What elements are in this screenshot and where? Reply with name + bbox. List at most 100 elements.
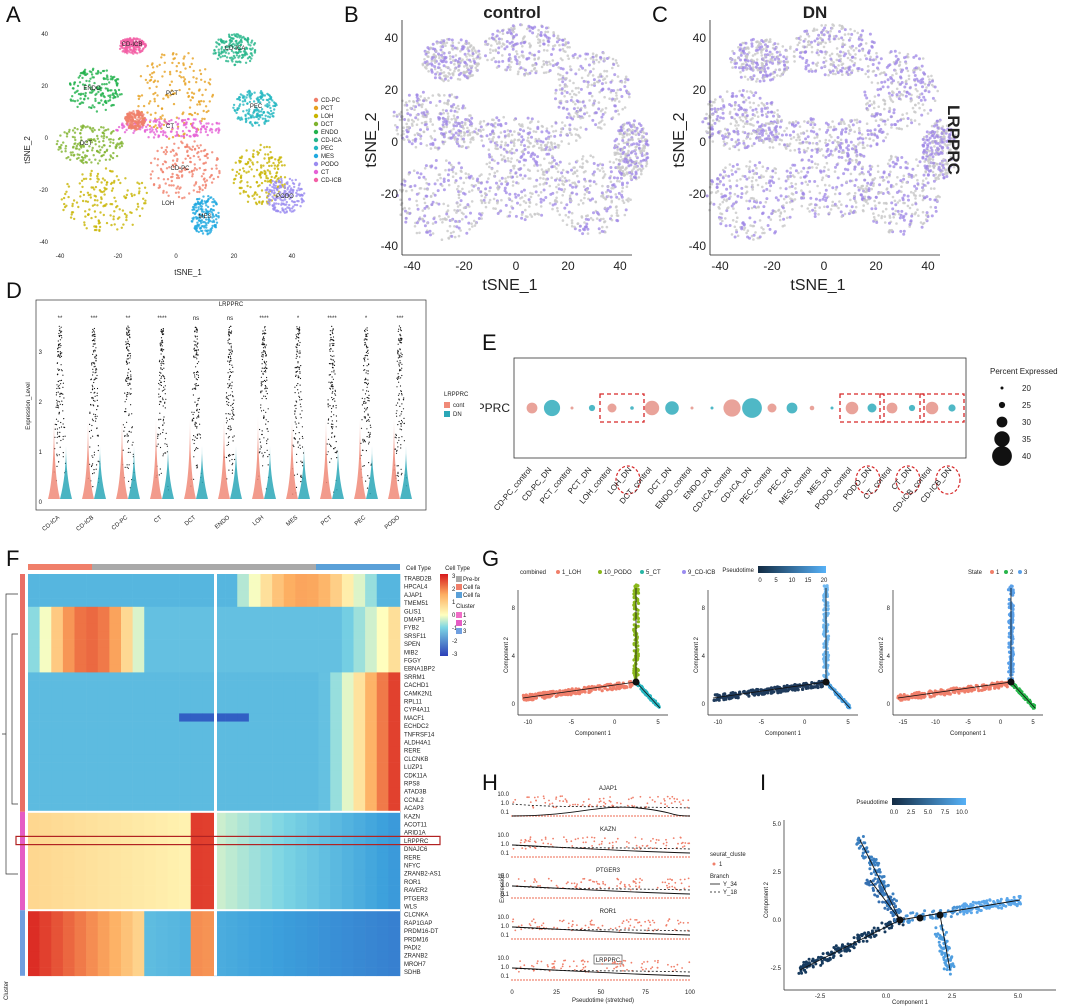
cell-point	[739, 65, 743, 69]
tsne-point	[231, 168, 234, 171]
tsne-point	[240, 155, 244, 158]
cell-point	[405, 211, 409, 215]
cell-point	[443, 217, 447, 220]
cell-point	[507, 159, 510, 163]
tsne-point	[182, 119, 185, 122]
cell-point	[559, 130, 563, 134]
cluster-label: MES	[198, 214, 211, 220]
cell-point	[592, 62, 596, 65]
tsne-point	[78, 81, 82, 84]
tsne-point	[172, 102, 176, 106]
cell-point	[746, 78, 750, 81]
tsne-point	[192, 154, 196, 158]
cell-point	[621, 107, 624, 111]
cell-point	[446, 117, 450, 120]
tsne-point	[90, 141, 94, 144]
cell-point	[615, 158, 618, 161]
cell-point	[633, 161, 636, 164]
cell-point	[921, 57, 925, 60]
cell-point	[507, 132, 511, 136]
tsne-point	[183, 196, 186, 199]
cell-point	[568, 65, 572, 68]
cell-point	[578, 100, 582, 104]
tsne-point	[194, 182, 197, 185]
tsne-point	[273, 180, 277, 184]
tsne-point	[207, 195, 210, 198]
cell-point	[625, 132, 629, 135]
cell-point	[523, 218, 527, 222]
cell-point	[617, 112, 621, 116]
tsne-point	[106, 181, 109, 184]
tsne-point	[90, 70, 93, 74]
cell-point	[460, 170, 463, 173]
tsne-point	[197, 206, 200, 209]
cell-point	[422, 115, 426, 119]
cell-point	[640, 170, 643, 173]
cell-point	[582, 79, 586, 83]
tsne-point	[148, 124, 152, 128]
tsne-point	[105, 69, 109, 72]
cell-point	[520, 50, 524, 54]
tsne-point	[245, 109, 248, 112]
cluster-label: PODO	[276, 194, 294, 200]
tsne-point	[158, 120, 161, 124]
tsne-point	[71, 99, 75, 102]
tsne-point	[205, 125, 209, 129]
cell-point	[443, 101, 446, 105]
cell-point	[416, 207, 420, 211]
tsne-point	[112, 215, 115, 218]
tsne-point	[281, 207, 284, 210]
tsne-point	[244, 51, 248, 54]
tsne-point	[192, 216, 196, 219]
cell-point	[575, 128, 579, 131]
cell-point	[572, 107, 576, 111]
tsne-point	[239, 181, 242, 184]
cell-point	[498, 30, 501, 34]
tsne-point	[111, 78, 114, 81]
cell-point	[847, 68, 851, 72]
cell-point	[824, 24, 827, 27]
cell-point	[851, 55, 855, 59]
cell-point	[535, 139, 539, 143]
cell-point	[532, 67, 536, 71]
tsne-point	[215, 218, 218, 221]
tsne-point	[172, 165, 175, 169]
cell-point	[446, 112, 450, 115]
cell-point	[633, 125, 636, 129]
cell-point	[622, 173, 625, 177]
cell-point	[611, 97, 615, 101]
cell-point	[532, 157, 536, 161]
tsne-point	[239, 43, 242, 47]
cell-point	[408, 99, 411, 103]
cell-point	[521, 177, 525, 180]
y-tick: -40	[381, 239, 399, 253]
cell-point	[584, 68, 587, 72]
tsne-point	[149, 119, 152, 122]
tsne-point	[231, 45, 235, 49]
cell-point	[532, 144, 536, 148]
tsne-point	[222, 40, 225, 43]
cell-point	[455, 106, 458, 110]
cell-point	[866, 65, 870, 68]
cell-point	[627, 90, 630, 94]
cell-point	[522, 129, 526, 133]
tsne-point	[268, 146, 271, 149]
cell-point	[613, 73, 617, 77]
tsne-point	[195, 81, 198, 84]
tsne-point	[133, 193, 136, 197]
cell-point	[431, 200, 435, 204]
tsne-point	[226, 60, 230, 63]
cell-point	[568, 79, 572, 82]
tsne-point	[97, 90, 100, 94]
tsne-point	[181, 130, 185, 133]
cell-point	[835, 58, 839, 62]
cell-point	[395, 128, 399, 132]
tsne-point	[261, 93, 264, 96]
cell-point	[870, 81, 874, 84]
tsne-point	[246, 102, 249, 105]
cell-point	[452, 114, 456, 117]
tsne-point	[266, 115, 270, 118]
tsne-point	[283, 196, 286, 199]
tsne-point	[200, 205, 203, 208]
cell-point	[537, 33, 540, 36]
